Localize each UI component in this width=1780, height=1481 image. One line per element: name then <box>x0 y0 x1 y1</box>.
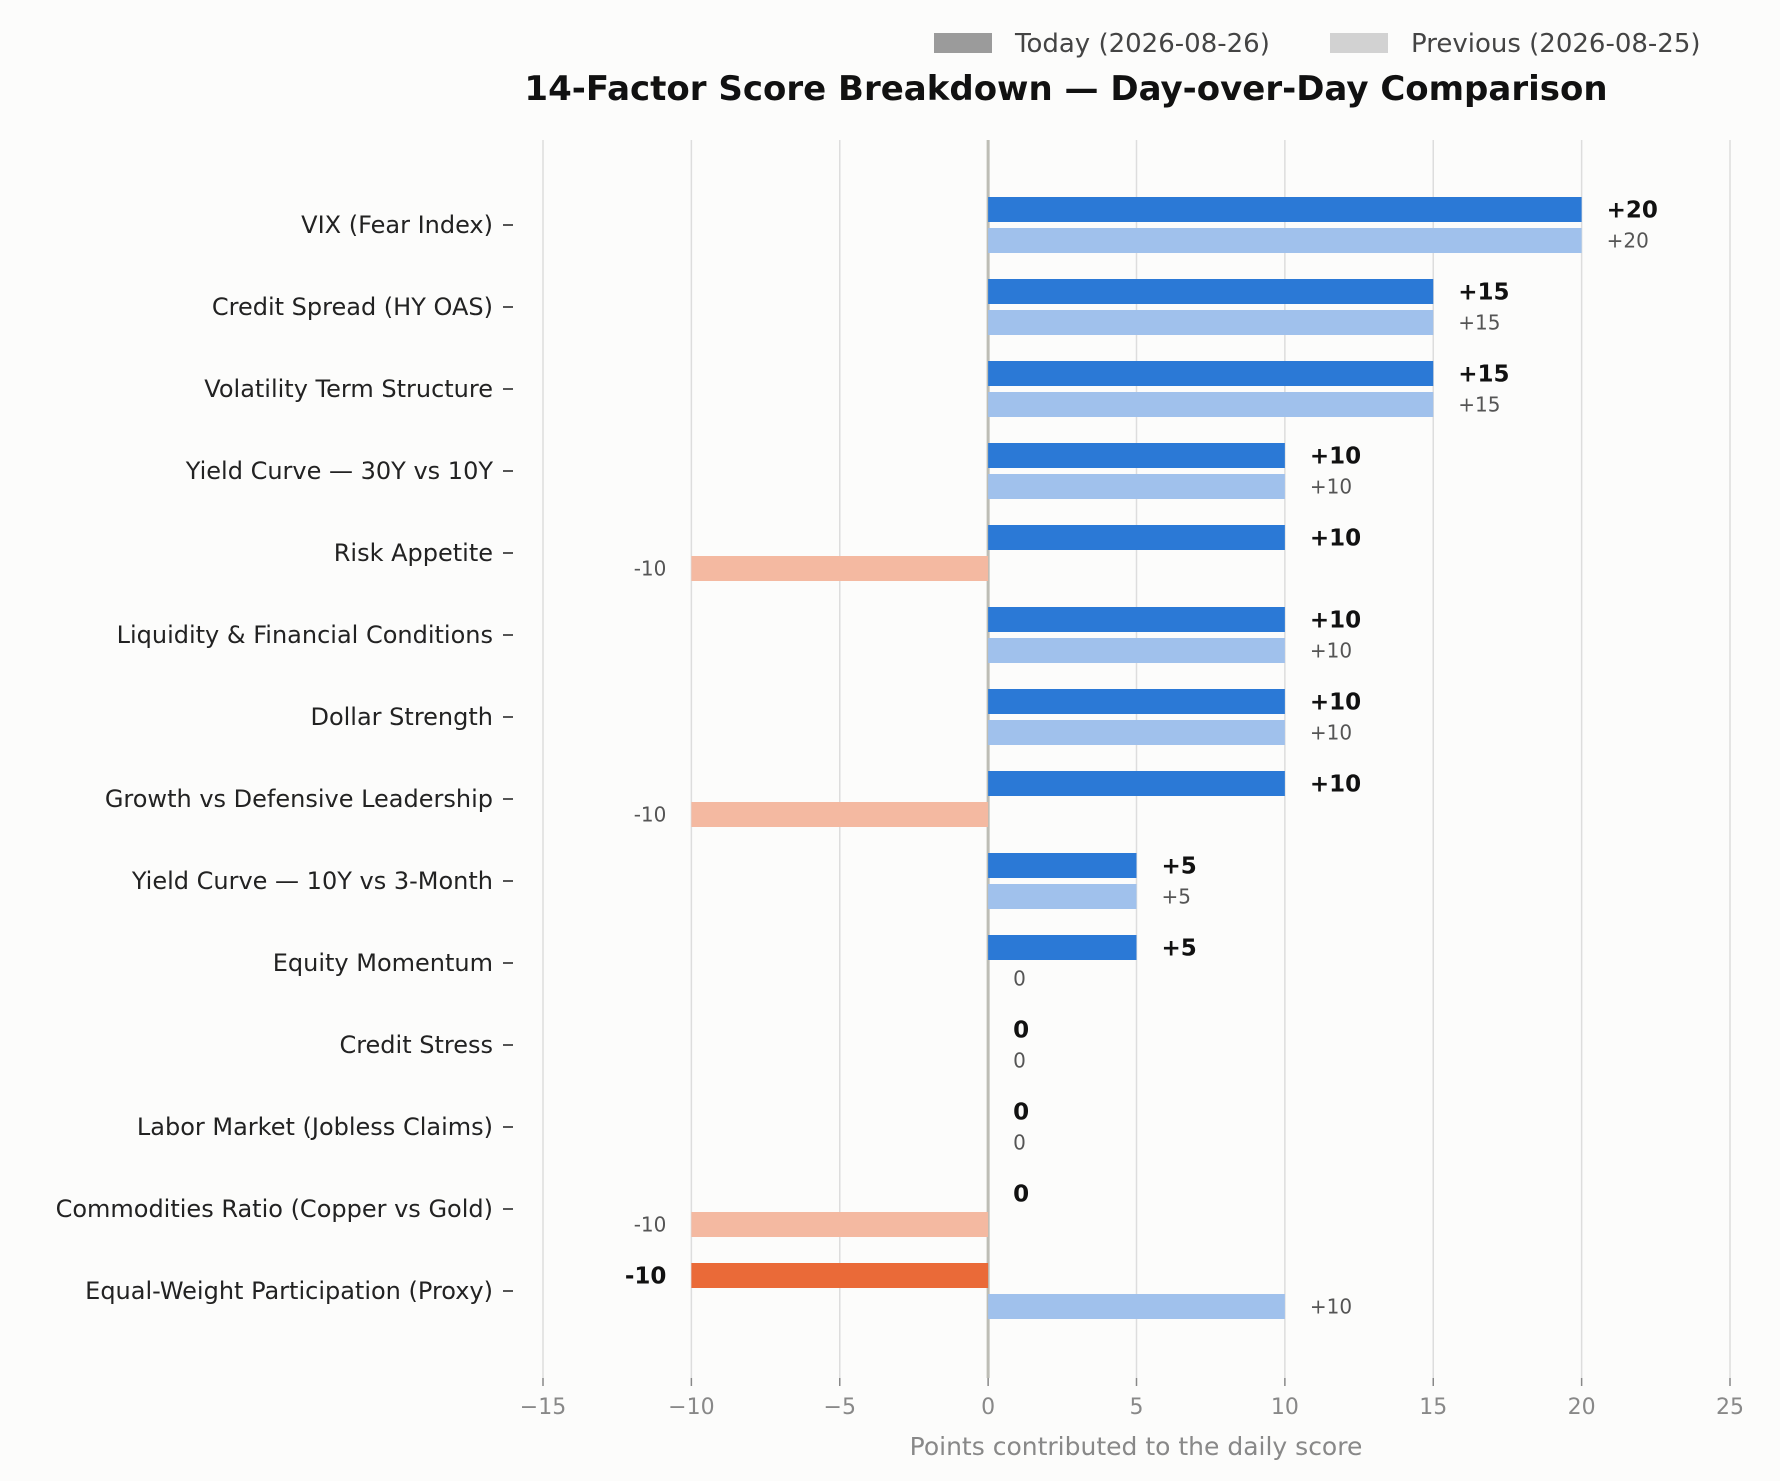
y-tick-label: Volatility Term Structure <box>204 375 493 403</box>
y-tick-label: Growth vs Defensive Leadership <box>105 785 493 813</box>
previous-bar <box>988 720 1285 745</box>
legend-swatch-previous <box>1330 33 1388 53</box>
previous-bar <box>691 802 989 827</box>
x-tick-label: −5 <box>824 1395 856 1420</box>
today-bar <box>988 935 1137 960</box>
previous-value-label: +10 <box>1310 1295 1352 1319</box>
today-bar <box>988 443 1285 468</box>
y-tick-label: Yield Curve — 10Y vs 3-Month <box>131 867 493 895</box>
x-tick-label: −15 <box>520 1395 566 1420</box>
today-value-label: 0 <box>1013 1100 1029 1126</box>
y-tick-label: Credit Stress <box>339 1031 493 1059</box>
grid-lines <box>542 140 1731 1378</box>
previous-value-label: +5 <box>1162 885 1191 909</box>
today-value-label: 0 <box>1013 1182 1029 1208</box>
today-bar <box>988 607 1285 632</box>
previous-value-label: +20 <box>1607 229 1649 253</box>
x-tick-label: −10 <box>668 1395 714 1420</box>
y-tick-label: Equal-Weight Participation (Proxy) <box>85 1277 493 1305</box>
y-tick-label: Equity Momentum <box>273 949 493 977</box>
previous-bar <box>988 392 1434 417</box>
today-bar <box>988 279 1434 304</box>
previous-value-label: 0 <box>1013 967 1026 991</box>
previous-value-label: -10 <box>634 803 667 827</box>
x-axis-label: Points contributed to the daily score <box>910 1432 1363 1461</box>
today-value-label: +15 <box>1458 362 1509 388</box>
today-bar <box>691 1263 989 1288</box>
x-tick-label: 25 <box>1716 1395 1744 1420</box>
previous-value-label: 0 <box>1013 1049 1026 1073</box>
x-tick-label: 10 <box>1271 1395 1299 1420</box>
previous-bar <box>691 1212 989 1237</box>
x-tick-label: 5 <box>1130 1395 1144 1420</box>
y-tick-label: Dollar Strength <box>310 703 493 731</box>
previous-bar <box>988 1294 1285 1319</box>
today-bar <box>988 197 1582 222</box>
previous-value-label: -10 <box>634 1213 667 1237</box>
legend: Today (2026-08-26) Previous (2026-08-25) <box>934 29 1701 59</box>
today-value-label: +10 <box>1310 772 1361 798</box>
y-tick-label: Commodities Ratio (Copper vs Gold) <box>56 1195 493 1223</box>
previous-value-label: +10 <box>1310 639 1352 663</box>
previous-value-label: 0 <box>1013 1131 1026 1155</box>
previous-bar <box>691 556 989 581</box>
today-bar <box>988 361 1434 386</box>
previous-value-label: +10 <box>1310 475 1352 499</box>
today-value-label: +10 <box>1310 444 1361 470</box>
previous-bar <box>988 310 1434 335</box>
today-value-label: +10 <box>1310 690 1361 716</box>
y-tick-label: Liquidity & Financial Conditions <box>117 621 493 649</box>
previous-bar <box>988 884 1137 909</box>
y-tick-label: Labor Market (Jobless Claims) <box>137 1113 493 1141</box>
today-value-label: +15 <box>1458 280 1509 306</box>
today-bar <box>988 689 1285 714</box>
today-bar <box>988 853 1137 878</box>
x-tick-label: 0 <box>981 1395 995 1420</box>
previous-bar <box>988 228 1582 253</box>
previous-value-label: -10 <box>634 557 667 581</box>
today-value-label: 0 <box>1013 1018 1029 1044</box>
previous-bar <box>988 474 1285 499</box>
chart-title: 14-Factor Score Breakdown — Day-over-Day… <box>524 69 1607 109</box>
legend-label-previous: Previous (2026-08-25) <box>1411 29 1701 59</box>
y-tick-label: Credit Spread (HY OAS) <box>212 293 493 321</box>
bar-labels: +20 +20 +15 +15 +15 +15 +10 +10 +10 -10 +10 +10 +10 +… <box>625 198 1658 1319</box>
x-axis-ticks: −15 −10 −5 0 5 10 15 20 25 <box>520 1378 1744 1420</box>
y-axis-labels: VIX (Fear Index) Credit Spread (HY OAS) Vo… <box>56 211 513 1305</box>
today-value-label: +10 <box>1310 526 1361 552</box>
previous-value-label: +10 <box>1310 721 1352 745</box>
legend-label-today: Today (2026-08-26) <box>1014 29 1270 59</box>
y-tick-label: Risk Appetite <box>334 539 493 567</box>
y-tick-label: Yield Curve — 30Y vs 10Y <box>185 457 494 485</box>
y-tick-label: VIX (Fear Index) <box>301 211 493 239</box>
today-bar <box>988 525 1285 550</box>
previous-bar <box>988 638 1285 663</box>
today-value-label: +5 <box>1162 854 1197 880</box>
bars <box>691 197 1582 1319</box>
x-tick-label: 20 <box>1568 1395 1596 1420</box>
previous-value-label: +15 <box>1458 393 1500 417</box>
today-value-label: +5 <box>1162 936 1197 962</box>
today-value-label: +20 <box>1607 198 1658 224</box>
legend-swatch-today <box>934 33 992 53</box>
x-tick-label: 15 <box>1419 1395 1447 1420</box>
previous-value-label: +15 <box>1458 311 1500 335</box>
today-value-label: +10 <box>1310 608 1361 634</box>
today-value-label: -10 <box>625 1264 667 1290</box>
today-bar <box>988 771 1285 796</box>
